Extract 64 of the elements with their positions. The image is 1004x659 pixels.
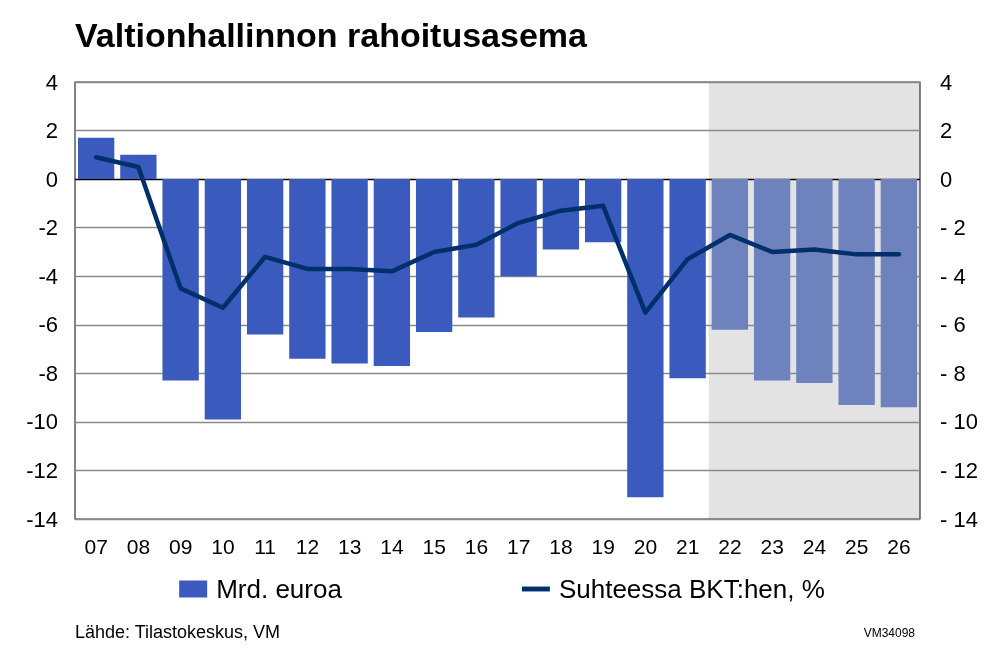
bar: [838, 179, 875, 405]
y-tick-label: 4: [45, 69, 58, 95]
legend-label: Suhteessa BKT:hen, %: [558, 574, 825, 604]
bar: [711, 179, 749, 330]
bar: [77, 137, 115, 180]
y2-tick-label: - 14: [940, 506, 978, 532]
y2-tick-label: - 4: [940, 263, 966, 289]
x-tick-label: 13: [337, 535, 362, 558]
y2-tick-label: 0: [940, 166, 953, 192]
x-tick-label: 20: [633, 535, 658, 558]
y-tick-label: 0: [45, 166, 58, 192]
x-tick-label: 14: [380, 535, 404, 558]
chart-title: Valtionhallinnon rahoitusasema: [75, 16, 589, 54]
x-tick-label: 12: [295, 535, 320, 558]
bar: [796, 179, 833, 384]
bar: [415, 179, 453, 333]
x-tick-label: 26: [887, 535, 911, 558]
x-tick-label: 08: [126, 535, 151, 558]
x-tick-label: 07: [84, 535, 108, 558]
x-tick-label: 15: [422, 535, 446, 558]
y-tick-label: -14: [26, 506, 58, 532]
y2-tick-label: - 8: [940, 360, 966, 386]
bar: [331, 179, 368, 364]
y-tick-label: -6: [38, 312, 58, 338]
line-series: [93, 155, 902, 315]
y2-tick-label: 2: [940, 118, 953, 144]
y-tick-label: -4: [38, 263, 58, 289]
y-tick-label: -8: [38, 360, 58, 386]
bar: [289, 179, 326, 359]
text: VM34098: [863, 626, 916, 640]
bar: [542, 179, 580, 250]
bar: [669, 179, 706, 379]
bar: [458, 179, 495, 318]
bar: [162, 179, 199, 381]
y-tick-label: -10: [26, 409, 58, 435]
y2-tick-label: 4: [940, 69, 953, 95]
y2-tick-label: - 6: [940, 312, 966, 338]
x-tick-label: 25: [844, 535, 869, 558]
x-tick-label: 19: [591, 535, 615, 558]
x-tick-label: 10: [211, 535, 235, 558]
bar: [373, 179, 411, 367]
x-tick-label: 21: [675, 535, 700, 558]
bar: [246, 179, 284, 335]
x-tick-label: 18: [549, 535, 573, 558]
bar: [500, 179, 537, 277]
text: Lähde: Tilastokeskus, VM: [75, 622, 281, 642]
x-tick-label: 09: [168, 535, 193, 558]
y2-tick-label: - 12: [940, 457, 978, 483]
bar: [753, 179, 791, 381]
legend-label: Mrd. euroa: [216, 574, 343, 604]
x-tick-label: 11: [254, 535, 277, 558]
y-tick-label: -12: [26, 457, 58, 483]
x-tick-label: 16: [464, 535, 489, 558]
x-tick-label: 24: [802, 535, 827, 558]
bar: [627, 179, 664, 498]
bar: [880, 179, 918, 408]
y-tick-label: -2: [38, 215, 58, 241]
x-tick-label: 23: [760, 535, 784, 558]
y-tick-label: 2: [45, 118, 58, 144]
x-tick-label: 22: [718, 535, 742, 558]
y2-tick-label: - 2: [940, 215, 966, 241]
bar: [204, 179, 242, 420]
y2-tick-label: - 10: [940, 409, 978, 435]
x-tick-label: 17: [506, 535, 531, 558]
